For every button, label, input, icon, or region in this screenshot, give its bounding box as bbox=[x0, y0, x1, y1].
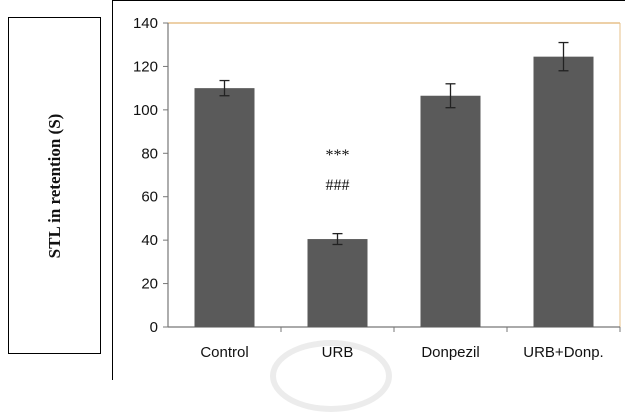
y-tick-label: 140 bbox=[133, 15, 158, 32]
x-tick-label: URB+Donp. bbox=[523, 344, 603, 361]
x-tick-label: URB bbox=[322, 344, 354, 361]
bar bbox=[194, 88, 255, 328]
y-tick-label: 40 bbox=[141, 232, 158, 249]
y-tick-label: 120 bbox=[133, 58, 158, 75]
y-tick-label: 0 bbox=[150, 319, 158, 336]
x-tick-label: Control bbox=[200, 344, 248, 361]
y-axis-label-box: STL in retention (S) bbox=[8, 17, 101, 354]
plot-panel bbox=[112, 0, 625, 380]
bar bbox=[420, 95, 481, 327]
x-tick-label: Donpezil bbox=[421, 344, 479, 361]
significance-annotation: *** bbox=[326, 147, 350, 164]
bar-chart: 0 20 40 60 80 100 120 140 Control URB *** ### Donpez… bbox=[133, 15, 621, 361]
y-tick-label: 100 bbox=[133, 102, 158, 119]
y-tick-label: 60 bbox=[141, 189, 158, 206]
bar bbox=[533, 56, 594, 328]
figure: STL in retention (S) 0 20 40 60 80 100 120 140 C… bbox=[8, 0, 625, 412]
bar bbox=[307, 239, 368, 327]
y-tick-label: 80 bbox=[141, 145, 158, 162]
y-tick-label: 20 bbox=[141, 276, 158, 293]
significance-annotation: ### bbox=[326, 177, 350, 194]
